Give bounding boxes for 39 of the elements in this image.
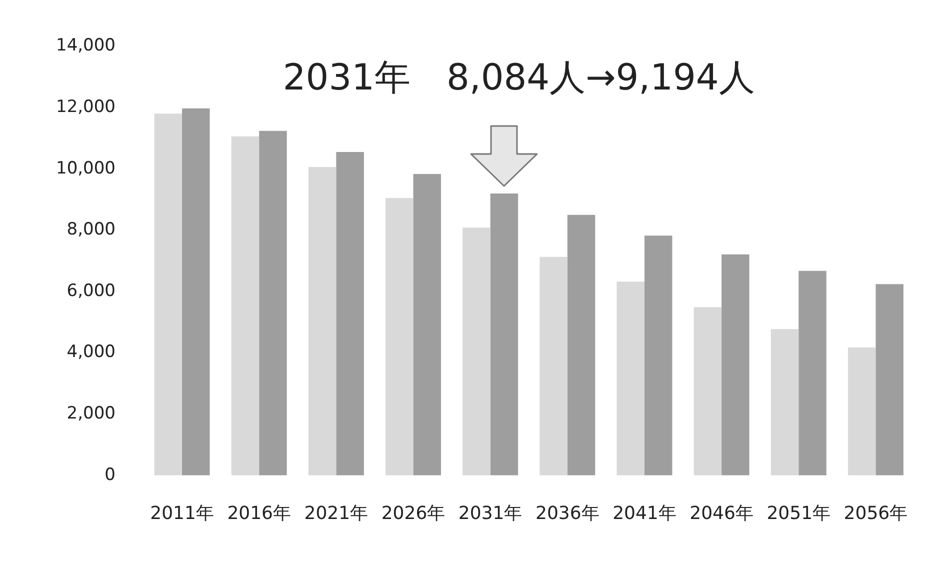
- bar: [462, 228, 490, 476]
- bar: [154, 114, 182, 476]
- bar: [540, 256, 568, 476]
- y-tick-label: 0: [104, 464, 116, 485]
- bar: [259, 130, 287, 476]
- x-tick-label: 2011年: [150, 502, 214, 524]
- bar: [567, 214, 596, 476]
- x-tick-label: 2046年: [690, 502, 754, 524]
- bar: [386, 198, 414, 476]
- bar: [694, 307, 722, 476]
- x-tick-label: 2056年: [844, 502, 908, 524]
- y-tick-label: 8,000: [66, 220, 116, 240]
- x-tick-label: 2051年: [766, 502, 831, 524]
- bar: [490, 194, 518, 476]
- bar: [182, 108, 210, 476]
- bar: [308, 166, 336, 476]
- bar: [413, 174, 441, 476]
- bar: [770, 329, 799, 476]
- x-tick-label: 2041年: [612, 502, 676, 524]
- y-tick-label: 12,000: [56, 96, 116, 117]
- x-tick-label: 2031年: [458, 502, 522, 524]
- y-tick-label: 2,000: [66, 404, 116, 424]
- bar: [336, 152, 364, 476]
- bar: [722, 254, 750, 476]
- bar: [876, 284, 904, 476]
- y-tick-label: 6,000: [66, 280, 116, 301]
- bar: [616, 282, 644, 476]
- bar: [848, 348, 876, 476]
- y-tick-label: 10,000: [56, 158, 116, 178]
- y-tick-label: 14,000: [56, 36, 116, 56]
- bar: [644, 236, 672, 476]
- y-tick-label: 4,000: [66, 342, 116, 362]
- x-tick-label: 2026年: [381, 502, 446, 524]
- x-tick-label: 2021年: [304, 502, 368, 524]
- x-tick-label: 2036年: [535, 502, 600, 524]
- bar: [231, 136, 260, 476]
- x-tick-label: 2016年: [227, 502, 291, 524]
- bar: [798, 270, 826, 476]
- annotation: 2031年 8,084人→9,194人: [282, 57, 755, 98]
